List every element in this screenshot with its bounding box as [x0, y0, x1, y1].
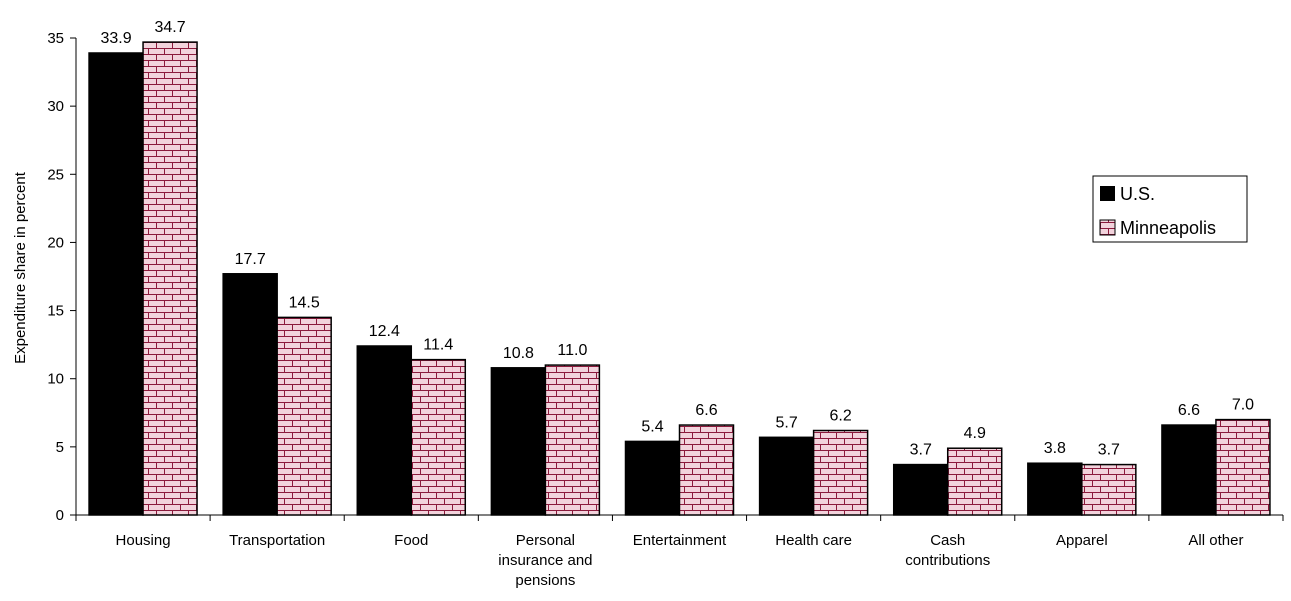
- y-tick-label: 25: [47, 166, 64, 183]
- bar-us: [758, 436, 815, 516]
- x-category-label: Personal: [516, 532, 575, 549]
- x-category-label: Housing: [116, 532, 171, 549]
- y-tick-label: 30: [47, 98, 64, 115]
- bar-us: [222, 273, 278, 516]
- data-label-us: 3.7: [910, 442, 932, 459]
- x-category-label: Food: [394, 532, 428, 549]
- bar-us: [490, 367, 547, 516]
- bar-us: [624, 440, 681, 516]
- data-label-minneapolis: 3.7: [1098, 442, 1120, 459]
- data-label-minneapolis: 14.5: [289, 294, 320, 311]
- bar-us: [88, 52, 144, 516]
- y-tick-label: 10: [47, 371, 64, 388]
- data-label-minneapolis: 6.6: [695, 402, 717, 419]
- y-tick-label: 5: [56, 439, 64, 456]
- data-label-us: 10.8: [503, 345, 534, 362]
- data-label-minneapolis: 4.9: [964, 425, 986, 442]
- data-label-minneapolis: 6.2: [829, 408, 851, 425]
- legend-swatch-us: [1100, 186, 1115, 201]
- data-label-us: 3.8: [1044, 440, 1066, 457]
- x-category-label: All other: [1188, 532, 1243, 549]
- legend: U.S. Minneapolis: [1092, 175, 1248, 243]
- data-label-minneapolis: 11.0: [557, 342, 587, 359]
- x-category-label: Transportation: [229, 532, 325, 549]
- bar-minneapolis: [812, 429, 869, 516]
- bar-us: [892, 463, 949, 516]
- data-label-us: 33.9: [100, 30, 131, 47]
- bar-minneapolis: [1081, 463, 1137, 516]
- data-label-minneapolis: 7.0: [1232, 397, 1254, 414]
- bar-minneapolis: [946, 447, 1003, 516]
- x-category-label: pensions: [515, 572, 575, 589]
- data-label-us: 5.7: [775, 414, 797, 431]
- bar-us: [1027, 462, 1083, 516]
- data-label-minneapolis: 11.4: [423, 337, 453, 354]
- bar-minneapolis: [1215, 418, 1271, 516]
- data-labels: 33.9 17.7 12.4 10.8 5.4 5.7 3.7 3.8 6.6 34.7 14.5 1…: [100, 19, 1254, 458]
- bar-minneapolis: [544, 364, 601, 516]
- y-tick-label: 35: [47, 30, 64, 47]
- data-label-us: 6.6: [1178, 402, 1200, 419]
- data-label-us: 17.7: [235, 251, 266, 268]
- bar-us: [1161, 424, 1217, 516]
- x-category-label: Health care: [775, 532, 852, 549]
- x-category-label: insurance and: [498, 552, 592, 569]
- bar-us: [356, 345, 413, 516]
- x-category-label: Entertainment: [633, 532, 727, 549]
- bar-minneapolis: [142, 41, 198, 516]
- x-category-label: Cash: [930, 532, 965, 549]
- x-axis: Housing Transportation Food Personal insuran…: [75, 514, 1284, 589]
- data-label-us: 5.4: [641, 418, 663, 435]
- y-tick-label: 20: [47, 234, 64, 251]
- y-axis: 0 5 10 15 20 25 30 35: [47, 30, 77, 524]
- x-category-label: contributions: [905, 552, 990, 569]
- legend-swatch-minneapolis: [1099, 219, 1116, 236]
- x-category-label: Apparel: [1056, 532, 1108, 549]
- bars: [88, 41, 1271, 516]
- bar-minneapolis: [410, 358, 467, 516]
- data-label-us: 12.4: [369, 323, 400, 340]
- data-label-minneapolis: 34.7: [154, 19, 185, 36]
- legend-box: [1092, 175, 1248, 243]
- legend-label-minneapolis: Minneapolis: [1120, 218, 1216, 238]
- y-tick-label: 0: [56, 507, 64, 524]
- bar-minneapolis: [678, 424, 735, 516]
- y-axis-title: Expenditure share in percent: [12, 171, 29, 364]
- y-tick-label: 15: [47, 303, 64, 320]
- legend-label-us: U.S.: [1120, 184, 1155, 204]
- bar-minneapolis: [276, 316, 332, 516]
